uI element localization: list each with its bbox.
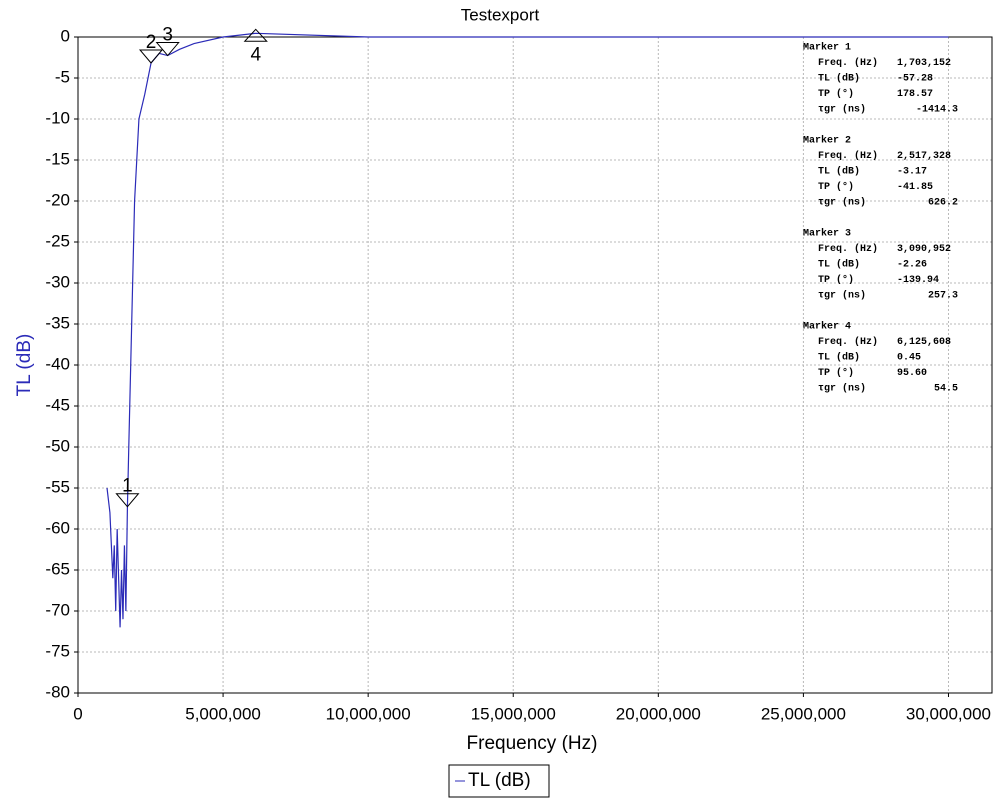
marker-field: Freq. (Hz) bbox=[818, 57, 878, 69]
marker-value: -41.85 bbox=[897, 182, 933, 193]
y-tick-label: -75 bbox=[45, 641, 70, 660]
y-tick-label: -80 bbox=[45, 682, 70, 701]
x-tick-label: 20,000,000 bbox=[616, 704, 701, 723]
marker-value: 626.2 bbox=[928, 198, 958, 209]
marker-field: TL (dB) bbox=[818, 73, 860, 85]
marker-field: TP (°) bbox=[818, 88, 854, 100]
marker-triangle bbox=[155, 42, 180, 57]
marker-title: Marker 2 bbox=[803, 135, 851, 147]
marker-value: 178.57 bbox=[897, 89, 933, 100]
y-tick-label: -70 bbox=[45, 600, 70, 619]
y-tick-label: -50 bbox=[45, 436, 70, 455]
marker-value: 95.60 bbox=[897, 368, 927, 379]
marker-value: 3,090,952 bbox=[897, 244, 951, 255]
marker-triangle bbox=[243, 28, 268, 42]
marker-field: τgr (ns) bbox=[818, 290, 866, 302]
marker-value: -57.28 bbox=[897, 74, 933, 85]
marker-value: -1414.3 bbox=[916, 105, 958, 116]
y-tick-label: -25 bbox=[45, 231, 70, 250]
marker-number: 4 bbox=[250, 44, 261, 65]
marker-field: TL (dB) bbox=[818, 166, 860, 178]
x-tick-label: 5,000,000 bbox=[185, 704, 261, 723]
marker-field: TL (dB) bbox=[818, 259, 860, 271]
marker-title: Marker 1 bbox=[803, 42, 851, 54]
y-tick-label: -5 bbox=[55, 67, 70, 86]
y-tick-label: -60 bbox=[45, 518, 70, 537]
legend bbox=[448, 764, 550, 798]
y-axis-label: TL (dB) bbox=[14, 334, 35, 397]
marker-value: 0.45 bbox=[897, 353, 921, 364]
y-tick-label: -30 bbox=[45, 272, 70, 291]
marker-value: 257.3 bbox=[928, 291, 958, 302]
marker-value: -2.26 bbox=[897, 260, 927, 271]
y-tick-label: -45 bbox=[45, 395, 70, 414]
marker-title: Marker 4 bbox=[803, 321, 851, 333]
marker-field: τgr (ns) bbox=[818, 197, 866, 209]
series-line bbox=[106, 32, 949, 628]
marker-number: 2 bbox=[146, 32, 157, 53]
marker-field: TP (°) bbox=[818, 274, 854, 286]
legend-label: TL (dB) bbox=[468, 770, 531, 791]
marker-value: 1,703,152 bbox=[897, 58, 951, 69]
y-tick-label: -40 bbox=[45, 354, 70, 373]
x-tick-label: 25,000,000 bbox=[761, 704, 846, 723]
marker-field: TP (°) bbox=[818, 367, 854, 379]
marker-value: 2,517,328 bbox=[897, 151, 951, 162]
x-tick-label: 30,000,000 bbox=[906, 704, 991, 723]
marker-triangle bbox=[115, 493, 140, 508]
y-tick-label: -10 bbox=[45, 108, 70, 127]
marker-value: 6,125,608 bbox=[897, 337, 951, 348]
chart-title: Testexport bbox=[461, 5, 540, 24]
marker-field: τgr (ns) bbox=[818, 104, 866, 116]
y-tick-label: 0 bbox=[61, 26, 70, 45]
marker-field: Freq. (Hz) bbox=[818, 336, 878, 348]
y-tick-label: -65 bbox=[45, 559, 70, 578]
y-tick-label: -55 bbox=[45, 477, 70, 496]
x-tick-label: 10,000,000 bbox=[326, 704, 411, 723]
x-axis-label: Frequency (Hz) bbox=[467, 733, 598, 754]
x-tick-label: 0 bbox=[73, 704, 82, 723]
marker-value: 54.5 bbox=[934, 384, 958, 395]
marker-number: 3 bbox=[162, 25, 173, 46]
marker-field: τgr (ns) bbox=[818, 383, 866, 395]
marker-triangle bbox=[138, 49, 164, 64]
marker-field: Freq. (Hz) bbox=[818, 243, 878, 255]
y-tick-label: -35 bbox=[45, 313, 70, 332]
marker-number: 1 bbox=[122, 476, 133, 497]
marker-title: Marker 3 bbox=[803, 228, 851, 240]
x-tick-label: 15,000,000 bbox=[471, 704, 556, 723]
marker-value: -3.17 bbox=[897, 167, 927, 178]
marker-value: -139.94 bbox=[897, 275, 939, 286]
marker-field: TP (°) bbox=[818, 181, 854, 193]
y-tick-label: -20 bbox=[45, 190, 70, 209]
y-tick-label: -15 bbox=[45, 149, 70, 168]
marker-field: Freq. (Hz) bbox=[818, 150, 878, 162]
marker-field: TL (dB) bbox=[818, 352, 860, 364]
